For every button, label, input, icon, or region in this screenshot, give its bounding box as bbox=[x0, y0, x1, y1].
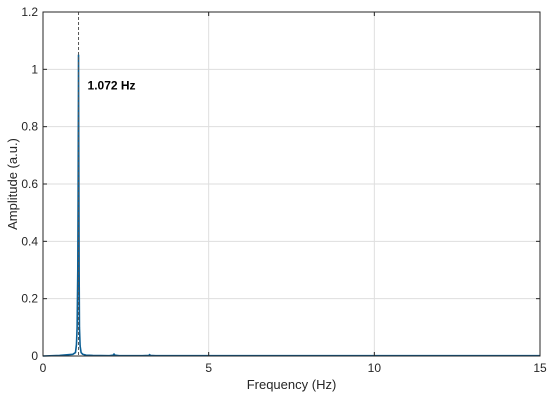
y-tick-label: 1 bbox=[31, 62, 38, 76]
y-tick-label: 0.2 bbox=[21, 292, 38, 306]
y-tick-label: 1.2 bbox=[21, 5, 38, 19]
x-axis-label: Frequency (Hz) bbox=[247, 377, 337, 392]
peak-annotation-label: 1.072 Hz bbox=[88, 78, 136, 92]
series-layer bbox=[42, 54, 540, 357]
x-tick-label: 0 bbox=[40, 361, 47, 375]
tick-layer: 0 5 10 15 0 0.2 0.4 0.6 0.8 1 1.2 bbox=[21, 5, 547, 375]
y-tick-label: 0 bbox=[31, 349, 38, 363]
y-axis-label: Amplitude (a.u.) bbox=[5, 138, 20, 230]
y-tick-label: 0.6 bbox=[21, 177, 38, 191]
x-tick-label: 10 bbox=[368, 361, 382, 375]
annotation-layer: 1.072 Hz bbox=[78, 12, 136, 356]
y-tick-label: 0.4 bbox=[21, 234, 38, 248]
x-tick-label: 5 bbox=[205, 361, 212, 375]
x-tick-label: 15 bbox=[533, 361, 547, 375]
y-tick-label: 0.8 bbox=[21, 120, 38, 134]
series-line-0 bbox=[42, 54, 540, 357]
